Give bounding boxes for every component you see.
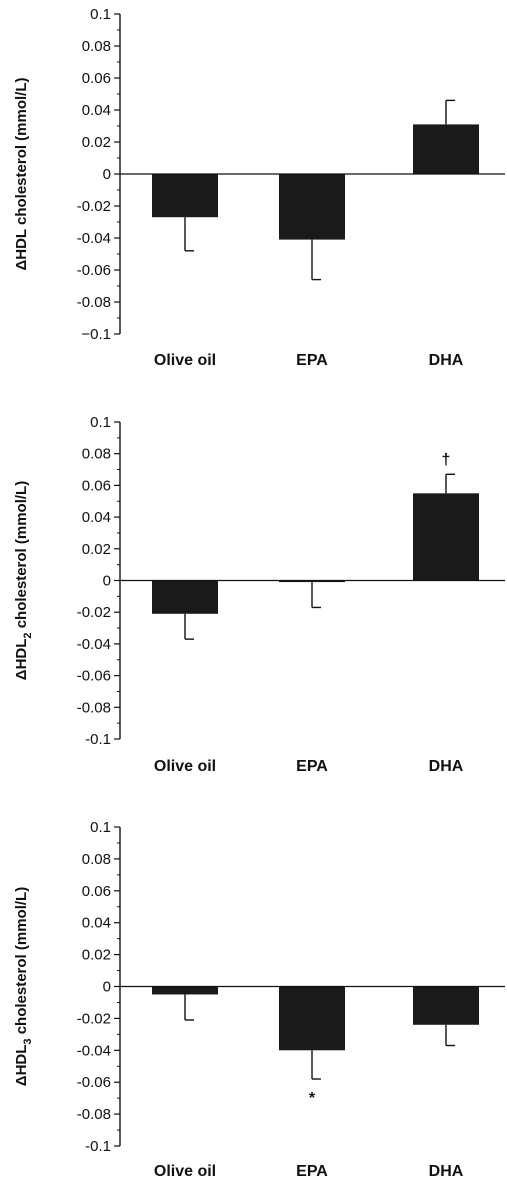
x-category-label: Olive oil xyxy=(154,758,216,775)
y-tick-label: 0.1 xyxy=(90,414,111,431)
y-tick-label: 0 xyxy=(103,979,111,996)
x-category-label: EPA xyxy=(296,1163,328,1180)
y-tick-label: 0.02 xyxy=(82,947,111,964)
y-axis-label-prefix: ΔHDL xyxy=(13,229,30,270)
y-axis-label: ΔHDL2 cholesterol (mmol/L) xyxy=(13,481,34,680)
y-tick-label: 0.06 xyxy=(82,70,111,87)
y-tick-label: 0.1 xyxy=(90,6,111,23)
y-tick-label: -0.02 xyxy=(77,604,111,621)
y-tick-label: -0.06 xyxy=(77,668,111,685)
y-tick-label: 0.1 xyxy=(90,819,111,836)
y-axis-label-subscript: 2 xyxy=(22,632,34,638)
y-tick-label: -0.08 xyxy=(77,699,111,716)
bar-dha xyxy=(413,493,479,581)
bar-olive-oil xyxy=(152,986,218,995)
y-tick-label: -0.1 xyxy=(85,731,111,748)
x-category-label: DHA xyxy=(429,352,464,369)
y-axis-label-subscript: 3 xyxy=(22,1038,34,1044)
y-axis-label-prefix: ΔHDL xyxy=(13,1045,30,1087)
y-tick-label: -0.08 xyxy=(77,294,111,311)
y-tick-label: 0.06 xyxy=(82,883,111,900)
y-tick-label: -0.02 xyxy=(77,198,111,215)
bar-epa xyxy=(279,580,345,583)
bar-chart-1: 0.1 0.08 0.06 0.04 0.02 0 -0.02 -0.04 -0.06 -0.08… xyxy=(13,6,505,369)
y-axis-label-suffix: cholesterol (mmol/L) xyxy=(13,887,30,1039)
bar-olive-oil xyxy=(152,174,218,218)
x-category-label: EPA xyxy=(296,758,328,775)
bar-dha xyxy=(413,124,479,174)
x-category-label: EPA xyxy=(296,352,328,369)
y-tick-label: -0.08 xyxy=(77,1106,111,1123)
x-category-label: Olive oil xyxy=(154,352,216,369)
y-tick-label: 0.04 xyxy=(82,102,111,119)
x-category-label: DHA xyxy=(429,758,464,775)
bar-olive-oil xyxy=(152,580,218,614)
y-tick-label: -0.04 xyxy=(77,636,111,653)
y-tick-label: -0.1 xyxy=(85,1138,111,1155)
y-tick-label: 0 xyxy=(103,166,111,183)
y-axis-label-prefix: ΔHDL xyxy=(13,639,30,681)
y-tick-label: 0.04 xyxy=(82,915,111,932)
y-tick-label: -0.04 xyxy=(77,1042,111,1059)
y-tick-label: -0.06 xyxy=(77,262,111,279)
bar-epa xyxy=(279,174,345,240)
x-category-label: DHA xyxy=(429,1163,464,1180)
y-tick-label: 0.08 xyxy=(82,38,111,55)
bar-chart-3: 0.1 0.08 0.06 0.04 0.02 0 -0.02 -0.04 -0.06 -0.08… xyxy=(13,819,505,1180)
y-tick-label: 0.08 xyxy=(82,851,111,868)
y-tick-label: 0.08 xyxy=(82,446,111,463)
y-tick-label: −0.1 xyxy=(81,326,111,343)
y-tick-label: 0 xyxy=(103,573,111,590)
bar-dha xyxy=(413,986,479,1025)
significance-marker: * xyxy=(309,1090,316,1107)
x-category-label: Olive oil xyxy=(154,1163,216,1180)
y-tick-label: -0.06 xyxy=(77,1074,111,1091)
y-axis-label: ΔHDL3 cholesterol (mmol/L) xyxy=(13,887,34,1086)
significance-marker: † xyxy=(442,451,451,468)
bar-chart-2: 0.1 0.08 0.06 0.04 0.02 0 -0.02 -0.04 -0.06 -0.08… xyxy=(13,414,505,775)
bar-epa xyxy=(279,986,345,1051)
y-tick-label: 0.04 xyxy=(82,509,111,526)
y-axis-label: ΔHDL cholesterol (mmol/L) xyxy=(13,77,30,270)
y-tick-label: 0.02 xyxy=(82,134,111,151)
y-tick-label: -0.02 xyxy=(77,1010,111,1027)
y-axis-label-suffix: cholesterol (mmol/L) xyxy=(13,77,30,229)
y-tick-label: -0.04 xyxy=(77,230,111,247)
y-tick-label: 0.06 xyxy=(82,477,111,494)
y-tick-label: 0.02 xyxy=(82,541,111,558)
y-axis-label-suffix: cholesterol (mmol/L) xyxy=(13,481,30,633)
